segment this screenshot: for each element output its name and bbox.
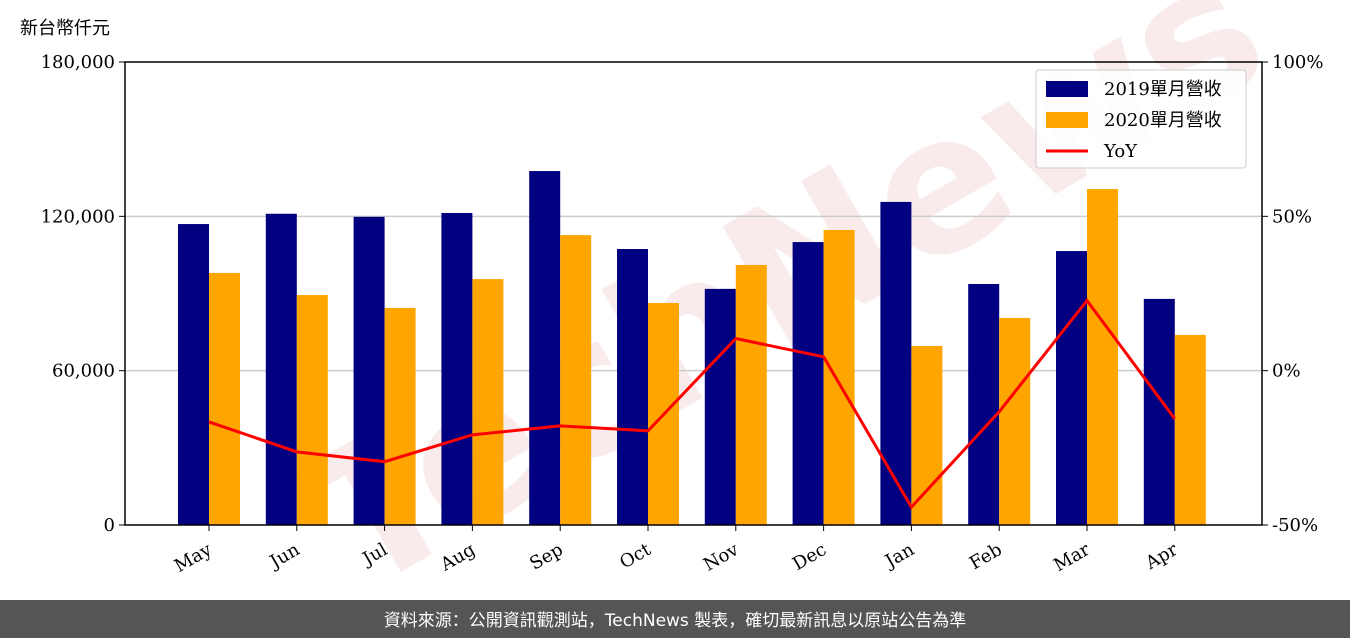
- bar: [735, 264, 767, 525]
- bar: [704, 288, 736, 525]
- bar: [792, 242, 824, 526]
- legend-box: [1035, 69, 1247, 169]
- y-tick-label: 0: [104, 515, 115, 536]
- bar: [880, 201, 912, 525]
- bar: [472, 279, 504, 525]
- bar: [384, 307, 416, 525]
- bar: [1174, 334, 1206, 525]
- y2-tick-label: 0%: [1272, 361, 1301, 382]
- y2-tick-label: 100%: [1272, 52, 1323, 73]
- bar: [968, 283, 1000, 525]
- y-tick-label: 180,000: [41, 52, 115, 73]
- bar: [999, 317, 1031, 525]
- line: [208, 298, 1177, 510]
- bar: [1087, 189, 1118, 525]
- bar: [353, 216, 385, 525]
- bar: [560, 235, 592, 526]
- bar: [441, 212, 473, 525]
- legend-swatch: [1046, 112, 1088, 128]
- bar: [1056, 251, 1087, 525]
- legend-label: 2020單月營收: [1104, 110, 1222, 131]
- bar: [529, 171, 561, 525]
- legend-label: 2019單月營收: [1104, 79, 1222, 100]
- legend-label: YoY: [1103, 141, 1138, 162]
- bar: [823, 229, 855, 525]
- y2-tick-label: -50%: [1272, 515, 1318, 536]
- bar: [296, 295, 328, 525]
- bar: [209, 272, 240, 525]
- plot-frame: [124, 61, 1263, 526]
- y-tick-label: 60,000: [52, 361, 115, 382]
- bar: [911, 345, 943, 525]
- bar: [617, 249, 648, 525]
- footer: 資料來源：公開資訊觀測站，TechNews 製表，確切最新訊息以原站公告為準: [384, 611, 966, 631]
- bar: [178, 224, 209, 526]
- y-axis-label: 新台幣仟元: [20, 18, 110, 39]
- bar: [265, 213, 297, 525]
- y-tick-label: 120,000: [41, 206, 115, 227]
- footer-bar: [0, 600, 1350, 638]
- legend-swatch: [1046, 81, 1088, 97]
- y2-tick-label: 50%: [1272, 206, 1312, 227]
